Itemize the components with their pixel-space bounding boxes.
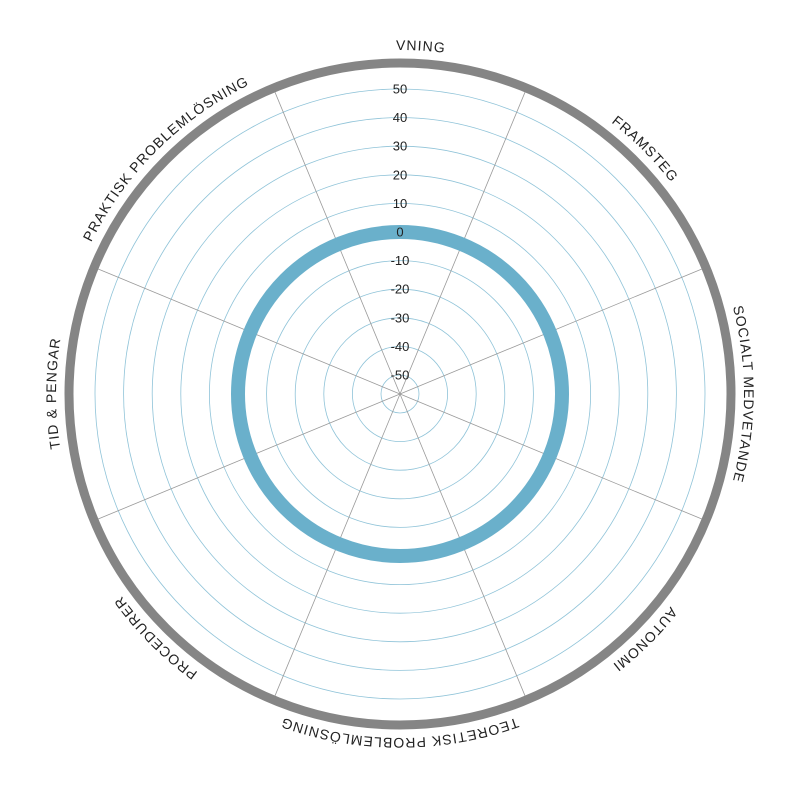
grid-ring-7 xyxy=(180,174,620,614)
outer-ring xyxy=(64,58,736,730)
tick-label-3: -20 xyxy=(391,282,410,297)
grid-ring-8 xyxy=(151,145,649,643)
tick-label-8: 30 xyxy=(393,139,407,154)
axis-label-4: TEORETISK PROBLEMLÖSNING xyxy=(278,715,520,751)
tick-label-6: 10 xyxy=(393,196,407,211)
grid-ring-10 xyxy=(94,88,706,700)
label-layer: OMGIVNINGFRAMSTEGSOCIALT MEDVETANDEAUTON… xyxy=(0,0,756,751)
tick-label-7: 20 xyxy=(393,167,407,182)
tick-label-10: 50 xyxy=(393,82,407,97)
grid-ring-6 xyxy=(208,202,592,586)
outer-layer xyxy=(64,58,736,730)
grid-ring-3 xyxy=(294,288,506,500)
axis-label-6: TID & PENGAR xyxy=(43,336,64,450)
axis-label-0: OMGIVNING xyxy=(0,0,447,56)
grid-ring-2 xyxy=(323,317,477,471)
series-layer xyxy=(231,225,569,563)
tick-layer: -50 -40 -30 -20 -10 0 10 20 30 40 50 xyxy=(391,82,410,383)
tick-label-5: 0 xyxy=(396,225,403,240)
tick-label-1: -40 xyxy=(391,339,410,354)
grid-ring-4 xyxy=(266,260,534,528)
series-0-line xyxy=(231,225,569,563)
tick-label-4: -10 xyxy=(391,253,410,268)
tick-label-0: -50 xyxy=(391,368,410,383)
axis-label-5: PROCEDURER xyxy=(110,593,199,683)
tick-label-2: -30 xyxy=(391,310,410,325)
grid-layer xyxy=(94,88,706,700)
grid-ring-9 xyxy=(123,117,677,671)
grid-ring-1 xyxy=(351,345,448,442)
grid-ring-0 xyxy=(380,374,420,414)
tick-label-9: 40 xyxy=(393,110,407,125)
